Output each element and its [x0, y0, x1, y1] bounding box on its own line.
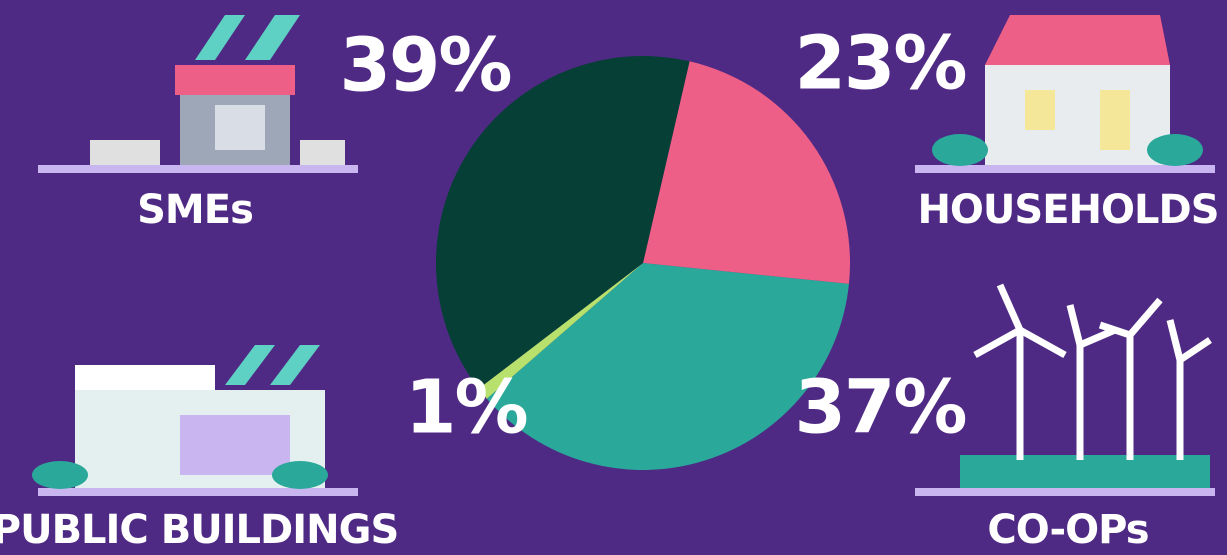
value-label: 23%	[794, 21, 965, 107]
category-label: PUBLIC BUILDINGS	[0, 507, 398, 553]
category-label: HOUSEHOLDS	[917, 187, 1218, 233]
chart: 23% HOUSEHOLDS 37% CO-OPs 1% PUBLIC BUILDINGS…	[0, 0, 1227, 555]
value-label: 1%	[405, 365, 527, 451]
value-label: 37%	[794, 365, 965, 451]
category-label: SMEs	[137, 187, 253, 233]
value-label: 39%	[339, 23, 510, 109]
category-label: CO-OPs	[987, 507, 1148, 553]
